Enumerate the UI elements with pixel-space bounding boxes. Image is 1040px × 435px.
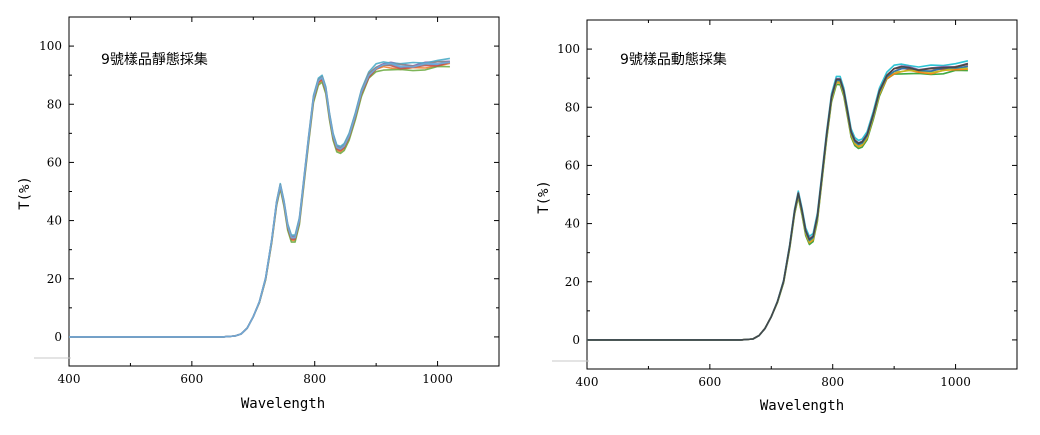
y-tick-label: 100: [557, 42, 580, 56]
series-line: [587, 62, 969, 341]
x-tick-label: 600: [698, 375, 721, 389]
x-tick-label: 1000: [422, 372, 453, 386]
chart-dynamic-acquisition: 9號樣品動態採集 Wavelength T(%) 0 20 40 60 80 100 400…: [536, 19, 1018, 414]
series-line: [69, 61, 451, 338]
y-tick-label: 20: [565, 275, 580, 289]
plot-frame: [586, 19, 1018, 370]
y-tick-label: 40: [565, 217, 580, 231]
x-axis-label: Wavelength: [241, 396, 325, 412]
y-tick-label: 60: [47, 155, 62, 169]
chart-title: 9號樣品動態採集: [620, 51, 727, 68]
y-tick-label: 0: [572, 333, 580, 347]
y-tick-label: 0: [54, 330, 62, 344]
y-tick-label: 60: [565, 158, 580, 172]
series-line: [69, 60, 450, 338]
series-line: [69, 61, 451, 338]
y-tick-label: 80: [565, 100, 580, 114]
series-line: [69, 57, 451, 338]
y-axis-label: T(%): [536, 180, 552, 214]
plot-frame: [68, 16, 500, 367]
x-tick-label: 800: [821, 375, 844, 389]
x-tick-label: 400: [576, 375, 599, 389]
y-tick-label: 20: [47, 272, 62, 286]
x-tick-label: 400: [58, 372, 81, 386]
series-line: [587, 60, 969, 341]
y-tick-label: 80: [47, 97, 62, 111]
chart-title: 9號樣品靜態採集: [101, 51, 208, 68]
series-line: [69, 60, 450, 338]
x-tick-label: 1000: [940, 375, 971, 389]
x-tick-label: 800: [303, 372, 326, 386]
series-line: [69, 61, 450, 338]
y-tick-label: 40: [47, 214, 62, 228]
y-tick-label: 100: [39, 39, 62, 53]
y-axis-label: T(%): [17, 176, 33, 210]
x-axis-label: Wavelength: [760, 398, 844, 414]
series-line: [69, 62, 451, 338]
x-tick-label: 600: [180, 372, 203, 386]
chart-static-acquisition: 9號樣品靜態採集 Wavelength T(%) 0 20 40 60 80 100 400…: [17, 16, 500, 412]
series-line: [69, 65, 450, 338]
